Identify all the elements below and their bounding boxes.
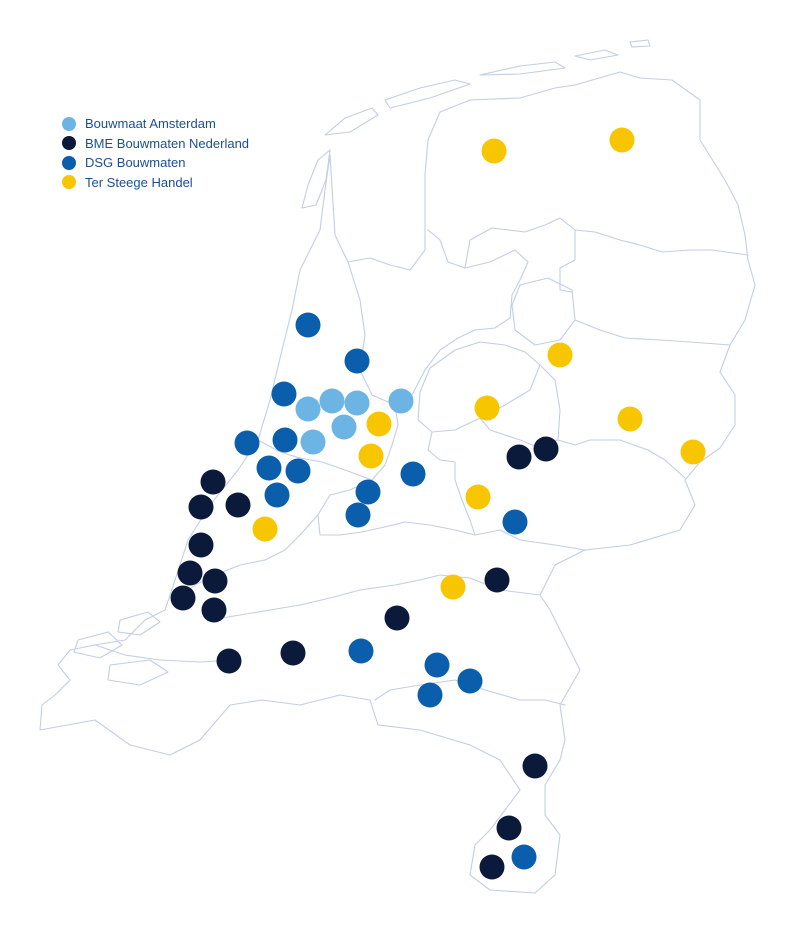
location-marker-dsg[interactable] <box>344 348 370 374</box>
noordoostpolder-outline <box>511 277 576 346</box>
wadden-island <box>479 61 566 76</box>
location-marker-bouwmaat[interactable] <box>388 388 414 414</box>
province-border <box>574 319 731 346</box>
wadden-island <box>384 79 471 109</box>
location-marker-bme[interactable] <box>533 436 559 462</box>
zeeland-island <box>73 631 123 659</box>
location-marker-bouwmaat[interactable] <box>295 396 321 422</box>
location-marker-bme[interactable] <box>484 567 510 593</box>
country-outline <box>39 39 756 894</box>
location-marker-dsg[interactable] <box>417 682 443 708</box>
location-marker-tersteege[interactable] <box>366 411 392 437</box>
province-border <box>427 431 586 551</box>
location-marker-dsg[interactable] <box>457 668 483 694</box>
legend-item-bouwmaat: Bouwmaat Amsterdam <box>62 114 249 134</box>
legend-item-dsg: DSG Bouwmaten <box>62 153 249 173</box>
mainland-outline <box>39 71 756 894</box>
location-marker-bme[interactable] <box>202 568 228 594</box>
province-border <box>539 364 686 479</box>
location-marker-bme[interactable] <box>225 492 251 518</box>
location-marker-dsg[interactable] <box>271 381 297 407</box>
location-marker-bme[interactable] <box>216 648 242 674</box>
location-marker-tersteege[interactable] <box>474 395 500 421</box>
legend-label: DSG Bouwmaten <box>85 155 186 171</box>
location-marker-tersteege[interactable] <box>465 484 491 510</box>
location-marker-bme[interactable] <box>479 854 505 880</box>
location-marker-dsg[interactable] <box>295 312 321 338</box>
legend-label: BME Bouwmaten Nederland <box>85 135 250 151</box>
location-marker-tersteege[interactable] <box>252 516 278 542</box>
province-border <box>257 439 373 481</box>
legend-item-tersteege: Ter Steege Handel <box>62 173 249 193</box>
legend-label: Ter Steege Handel <box>85 174 193 190</box>
location-marker-dsg[interactable] <box>355 479 381 505</box>
location-marker-dsg[interactable] <box>502 509 528 535</box>
location-marker-tersteege[interactable] <box>481 138 507 164</box>
province-border <box>317 404 476 536</box>
province-border <box>559 229 576 293</box>
legend: Bouwmaat Amsterdam BME Bouwmaten Nederla… <box>62 114 249 192</box>
location-marker-bme[interactable] <box>188 532 214 558</box>
location-marker-dsg[interactable] <box>511 844 537 870</box>
location-marker-tersteege[interactable] <box>547 342 573 368</box>
wadden-island <box>574 49 619 61</box>
location-marker-dsg[interactable] <box>285 458 311 484</box>
wadden-island <box>301 149 331 209</box>
zeeland-island <box>117 611 161 636</box>
legend-swatch-dsg <box>62 155 76 170</box>
location-marker-dsg[interactable] <box>264 482 290 508</box>
legend-swatch-bme <box>62 136 76 151</box>
location-marker-dsg[interactable] <box>348 638 374 664</box>
legend-swatch-bouwmaat <box>62 116 76 131</box>
location-marker-dsg[interactable] <box>400 461 426 487</box>
legend-label: Bouwmaat Amsterdam <box>85 116 216 132</box>
location-marker-dsg[interactable] <box>424 652 450 678</box>
province-border <box>209 574 541 621</box>
location-marker-bouwmaat[interactable] <box>344 390 370 416</box>
wadden-island <box>324 107 379 136</box>
location-marker-dsg[interactable] <box>345 502 371 528</box>
location-marker-bme[interactable] <box>384 605 410 631</box>
location-markers <box>170 127 706 880</box>
location-marker-bouwmaat[interactable] <box>319 388 345 414</box>
location-marker-bme[interactable] <box>496 815 522 841</box>
location-marker-bme[interactable] <box>522 753 548 779</box>
location-marker-tersteege[interactable] <box>617 406 643 432</box>
location-marker-bme[interactable] <box>506 444 532 470</box>
location-marker-tersteege[interactable] <box>609 127 635 153</box>
location-marker-bme[interactable] <box>200 469 226 495</box>
location-marker-tersteege[interactable] <box>358 443 384 469</box>
location-marker-dsg[interactable] <box>256 455 282 481</box>
location-marker-bouwmaat[interactable] <box>331 414 357 440</box>
province-border <box>464 217 749 269</box>
wadden-island <box>629 39 651 48</box>
province-border <box>94 644 236 663</box>
zeeland-island <box>107 659 169 686</box>
location-marker-bouwmaat[interactable] <box>300 429 326 455</box>
legend-item-bme: BME Bouwmaten Nederland <box>62 134 249 154</box>
legend-swatch-tersteege <box>62 175 76 190</box>
province-border <box>177 514 319 599</box>
location-marker-tersteege[interactable] <box>680 439 706 465</box>
location-marker-bme[interactable] <box>170 585 196 611</box>
location-marker-bme[interactable] <box>201 597 227 623</box>
ijsselmeer-shore <box>347 229 529 406</box>
flevoland-outline <box>417 341 541 433</box>
location-marker-dsg[interactable] <box>272 427 298 453</box>
location-marker-dsg[interactable] <box>234 430 260 456</box>
location-marker-bme[interactable] <box>188 494 214 520</box>
location-marker-tersteege[interactable] <box>440 574 466 600</box>
location-marker-bme[interactable] <box>280 640 306 666</box>
location-marker-bme[interactable] <box>177 560 203 586</box>
